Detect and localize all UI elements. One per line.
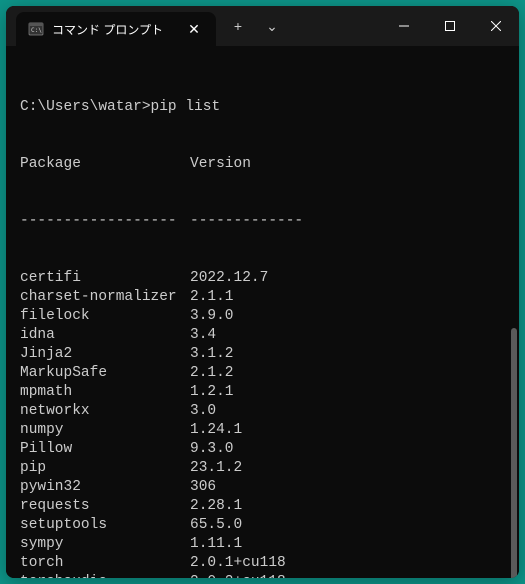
package-row: numpy1.24.1 [20,421,505,440]
package-name: Pillow [20,440,190,459]
titlebar-drag-area[interactable] [294,6,381,46]
package-name: MarkupSafe [20,364,190,383]
package-version: 3.0 [190,403,216,419]
command-line: C:\Users\watar>pip list [20,98,505,117]
terminal-output[interactable]: C:\Users\watar>pip list PackageVersion -… [6,46,519,578]
package-row: Pillow9.3.0 [20,440,505,459]
package-row: Jinja23.1.2 [20,345,505,364]
package-name: filelock [20,307,190,326]
tab-title: コマンド プロンプト [52,21,176,38]
package-name: torchaudio [20,573,190,578]
package-version: 1.2.1 [190,384,234,400]
package-row: charset-normalizer2.1.1 [20,288,505,307]
package-version: 2.1.1 [190,289,234,305]
minimize-button[interactable] [381,6,427,46]
package-name: numpy [20,421,190,440]
close-window-button[interactable] [473,6,519,46]
package-row: filelock3.9.0 [20,307,505,326]
tab-close-button[interactable]: ✕ [184,19,204,39]
active-tab[interactable]: C:\ コマンド プロンプト ✕ [16,12,216,46]
package-version: 3.9.0 [190,308,234,324]
package-row: MarkupSafe2.1.2 [20,364,505,383]
scrollbar-thumb[interactable] [511,328,517,578]
terminal-window: C:\ コマンド プロンプト ✕ + ⌄ C:\Users\watar>pip … [6,6,519,578]
package-row: pip23.1.2 [20,459,505,478]
package-name: certifi [20,269,190,288]
window-controls [381,6,519,46]
package-version: 3.1.2 [190,346,234,362]
cmd-icon: C:\ [28,21,44,37]
header-version: Version [190,156,251,172]
package-version: 23.1.2 [190,460,242,476]
package-name: pip [20,459,190,478]
package-name: torch [20,554,190,573]
package-name: pywin32 [20,478,190,497]
package-name: charset-normalizer [20,288,190,307]
package-version: 65.5.0 [190,517,242,533]
titlebar[interactable]: C:\ コマンド プロンプト ✕ + ⌄ [6,6,519,46]
package-version: 1.11.1 [190,536,242,552]
package-name: Jinja2 [20,345,190,364]
header-row: PackageVersion [20,155,505,174]
package-version: 306 [190,479,216,495]
package-version: 2022.12.7 [190,270,268,286]
package-row: torch2.0.1+cu118 [20,554,505,573]
package-name: mpmath [20,383,190,402]
package-version: 9.3.0 [190,441,234,457]
header-package: Package [20,155,190,174]
package-version: 1.24.1 [190,422,242,438]
divider-package: ------------------ [20,212,190,231]
package-row: pywin32306 [20,478,505,497]
tab-actions: + ⌄ [216,6,294,46]
prompt: C:\Users\watar> [20,99,151,115]
package-row: setuptools65.5.0 [20,516,505,535]
package-row: requests2.28.1 [20,497,505,516]
package-version: 3.4 [190,327,216,343]
package-name: requests [20,497,190,516]
maximize-button[interactable] [427,6,473,46]
new-tab-button[interactable]: + [222,10,254,42]
tab-dropdown-button[interactable]: ⌄ [256,10,288,42]
package-row: sympy1.11.1 [20,535,505,554]
package-row: networkx3.0 [20,402,505,421]
svg-text:C:\: C:\ [31,27,42,34]
package-version: 2.0.1+cu118 [190,555,286,571]
package-name: setuptools [20,516,190,535]
command-text: pip list [151,99,221,115]
package-row: certifi2022.12.7 [20,269,505,288]
divider-version: ------------- [190,213,303,229]
package-version: 2.1.2 [190,365,234,381]
divider-row: ------------------------------- [20,212,505,231]
package-version: 2.28.1 [190,498,242,514]
package-name: networkx [20,402,190,421]
package-row: idna3.4 [20,326,505,345]
package-name: sympy [20,535,190,554]
package-row: mpmath1.2.1 [20,383,505,402]
package-row: torchaudio2.0.2+cu118 [20,573,505,578]
package-version: 2.0.2+cu118 [190,574,286,578]
package-name: idna [20,326,190,345]
